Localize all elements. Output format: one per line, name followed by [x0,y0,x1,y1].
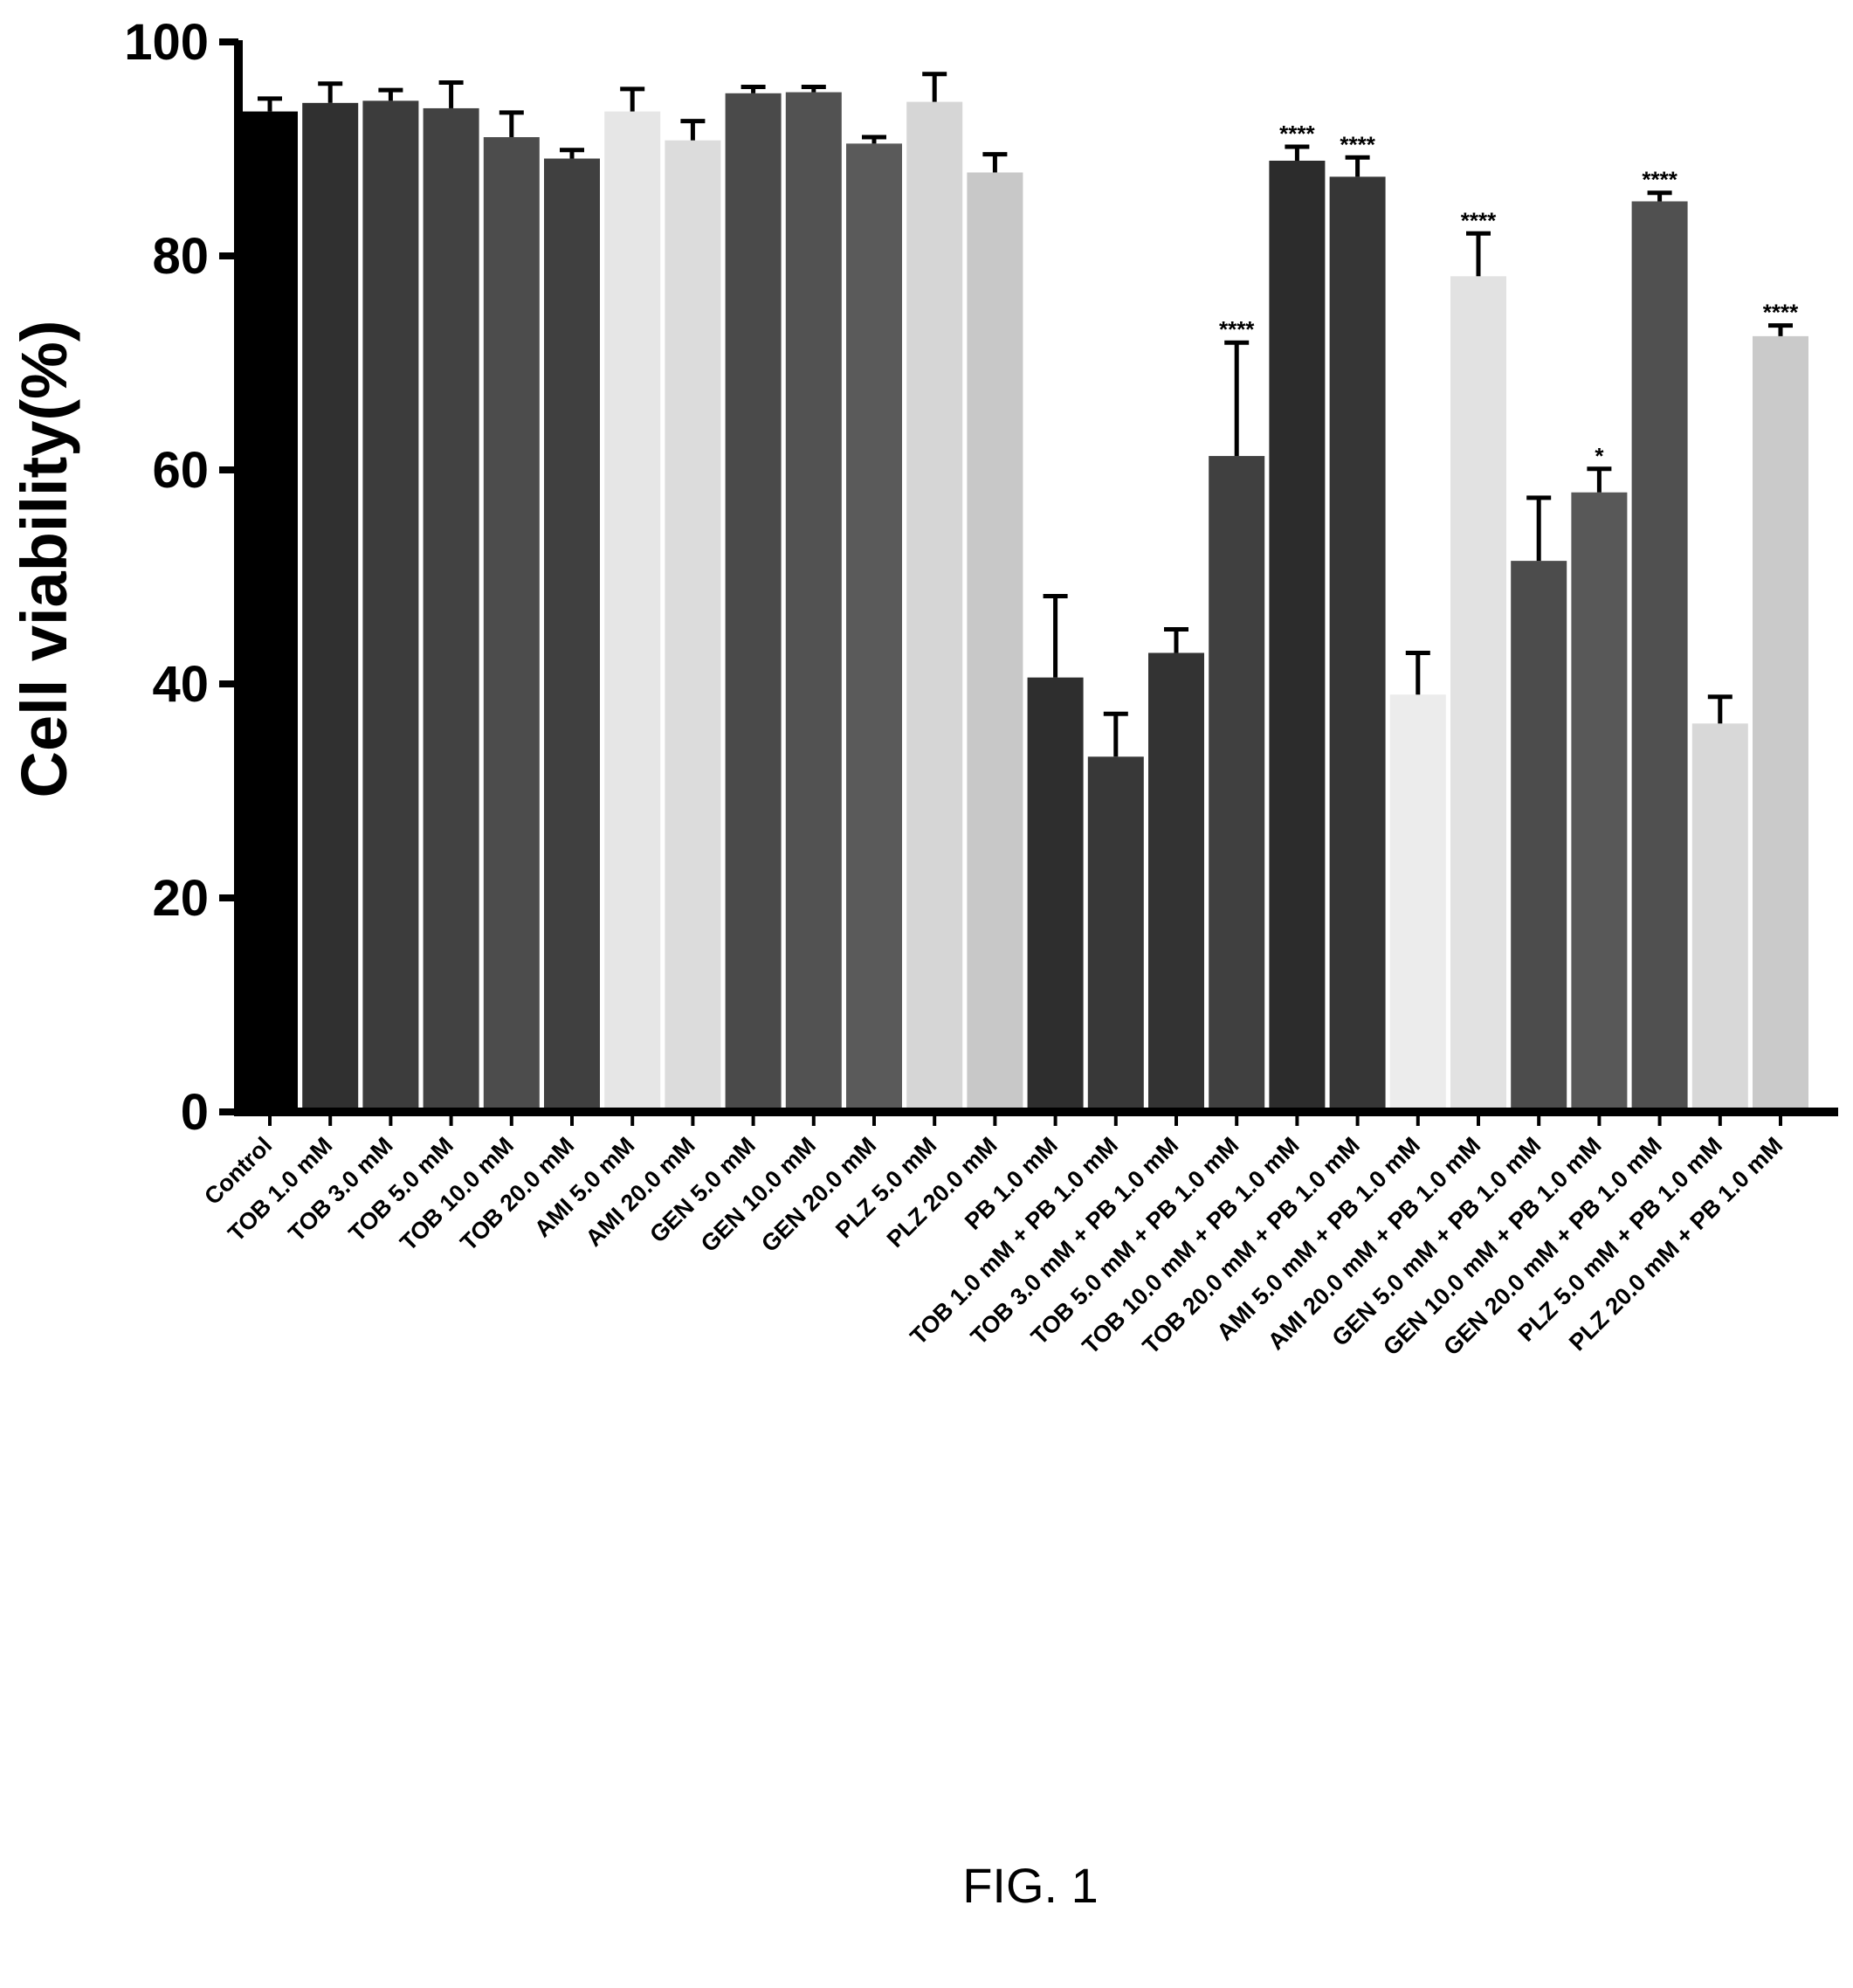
bar [1691,723,1748,1112]
bar [423,107,479,1113]
significance-mark: **** [1763,300,1799,326]
bar [1148,652,1204,1112]
y-axis-label: Cell viability(%) [8,321,80,798]
bar [604,111,661,1112]
bar [1329,176,1386,1113]
significance-mark: **** [1642,167,1677,193]
bar [242,111,298,1112]
x-tick-label: TOB 3.0 mM [283,1132,397,1246]
bar [1389,694,1446,1112]
x-tick-label: GEN 5.0 mM [644,1132,761,1248]
significance-mark: * [1595,443,1604,469]
bar [1631,201,1688,1112]
significance-layer: ******** ***************** [1219,121,1799,469]
bar [1027,677,1084,1112]
significance-mark: **** [1279,121,1315,147]
bar [967,172,1023,1113]
y-tick-label: 100 [124,14,209,71]
bars-layer [242,92,1808,1113]
bar [1753,335,1808,1112]
bar [1571,492,1628,1112]
figure-caption: FIG. 1 [962,1858,1099,1913]
error-bars-layer [258,72,1793,757]
axes-layer [234,40,1838,1116]
y-ticks-layer: 0 20 40 60 80 100 [124,14,238,1141]
y-tick-label: 40 [152,656,209,713]
significance-mark: **** [1219,316,1255,342]
y-tick-label: 0 [181,1084,209,1141]
bar [846,143,902,1112]
significance-mark: **** [1340,131,1375,157]
bar [1087,756,1144,1112]
bar [544,158,600,1112]
bar [785,92,842,1113]
x-tick-label: TOB 5.0 mM [344,1132,458,1246]
bar [906,101,963,1113]
bar [665,140,721,1113]
bar [302,102,359,1113]
y-tick-label: 60 [152,442,209,499]
bar [1511,561,1567,1112]
bar [1450,276,1506,1112]
bar [1209,456,1265,1112]
bar [725,93,782,1112]
y-tick-label: 80 [152,228,209,285]
bar [1269,160,1326,1113]
significance-mark: **** [1461,207,1497,233]
y-tick-label: 20 [152,870,209,927]
bar [362,100,419,1112]
bar [483,137,540,1112]
x-tick-label: TOB 1.0 mM [223,1132,337,1246]
